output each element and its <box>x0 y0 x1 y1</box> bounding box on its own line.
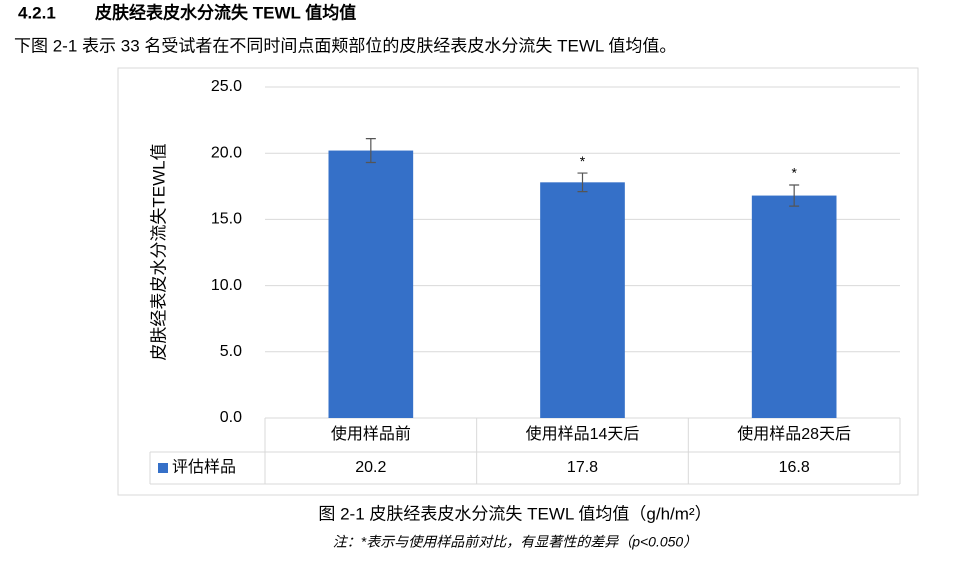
error-bar <box>365 138 376 164</box>
y-tick-label: 5.0 <box>220 343 242 360</box>
bar <box>540 182 625 418</box>
y-axis-title: 皮肤经表皮水分流失TEWL值 <box>149 143 168 360</box>
error-bar <box>789 184 800 207</box>
table-value: 16.8 <box>779 459 810 476</box>
chart-frame <box>117 67 919 496</box>
bar <box>751 195 837 418</box>
intro-text: 下图 2-1 表示 33 名受试者在不同时间点面颊部位的皮肤经表皮水分流失 TE… <box>14 36 676 55</box>
x-tick-label: 使用样品前 <box>331 425 411 443</box>
y-tick-label: 20.0 <box>211 144 242 161</box>
x-tick-label: 使用样品14天后 <box>526 425 640 443</box>
y-tick-label: 25.0 <box>211 78 242 95</box>
figure-caption: 图 2-1 皮肤经表皮水分流失 TEWL 值均值（g/h/m²） <box>318 504 711 523</box>
significance-mark: * <box>580 153 586 169</box>
y-tick-label: 10.0 <box>211 277 242 294</box>
legend-label: 评估样品 <box>172 458 236 476</box>
table-value: 17.8 <box>567 459 598 476</box>
section-number: 4.2.1 <box>18 3 56 22</box>
figure-note: 注：*表示与使用样品前对比，有显著性的差异（p<0.050） <box>333 534 697 550</box>
legend-swatch <box>158 463 168 473</box>
table-value: 20.2 <box>355 459 386 476</box>
significance-mark: * <box>791 165 797 181</box>
y-tick-label: 0.0 <box>220 409 242 426</box>
error-bar <box>577 172 588 193</box>
x-tick-label: 使用样品28天后 <box>737 425 851 443</box>
section-title: 皮肤经表皮水分流失 TEWL 值均值 <box>95 2 356 22</box>
y-tick-label: 15.0 <box>211 211 242 228</box>
bar <box>328 150 414 418</box>
